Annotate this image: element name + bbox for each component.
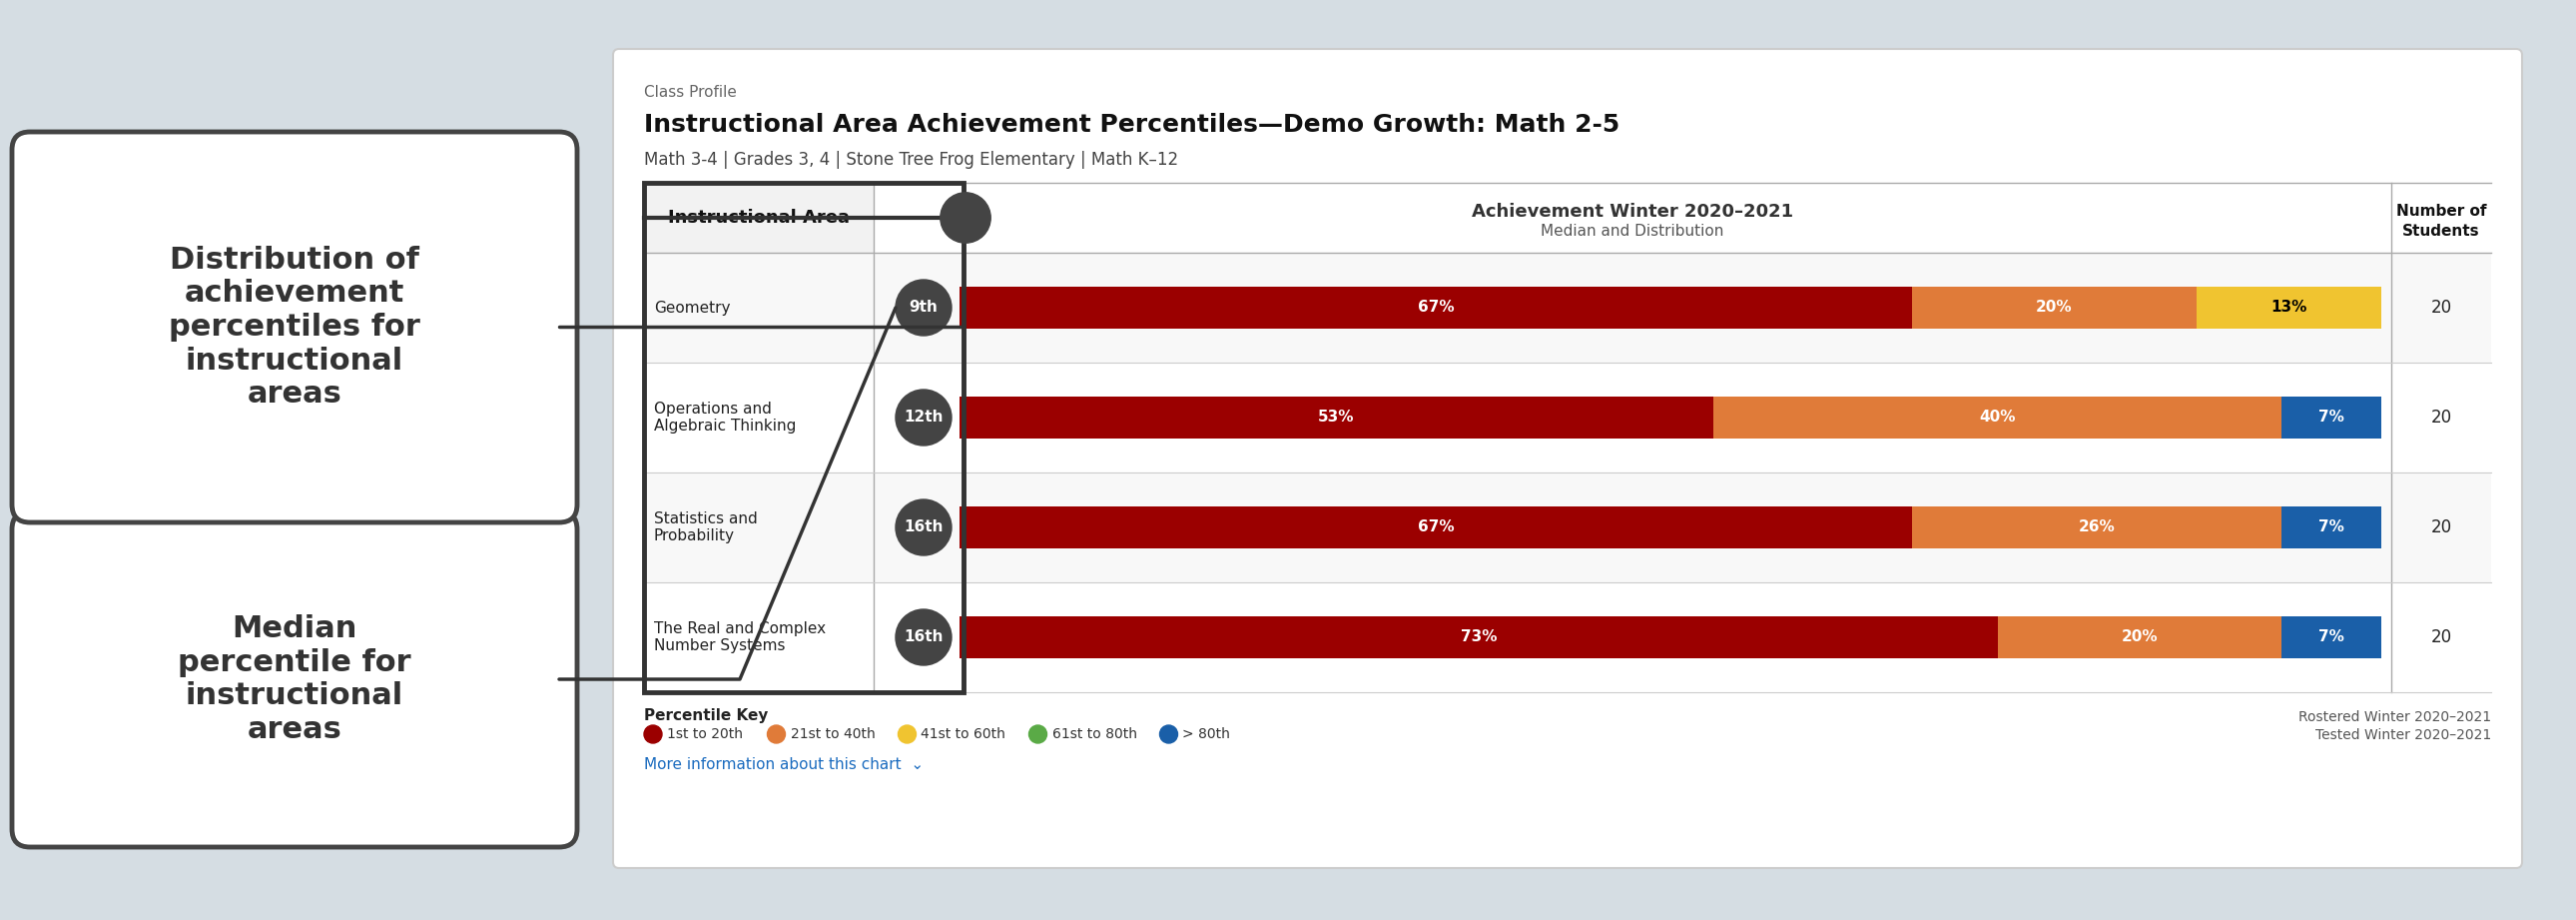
Circle shape xyxy=(899,725,917,743)
Text: Math 3-4 | Grades 3, 4 | Stone Tree Frog Elementary | Math K–12: Math 3-4 | Grades 3, 4 | Stone Tree Frog… xyxy=(644,151,1177,168)
Text: 16th: 16th xyxy=(904,630,943,645)
Circle shape xyxy=(896,609,951,665)
Text: 26%: 26% xyxy=(2079,520,2115,535)
Bar xyxy=(644,183,873,253)
Text: Rostered Winter 2020–2021: Rostered Winter 2020–2021 xyxy=(2298,710,2491,724)
FancyBboxPatch shape xyxy=(13,512,577,847)
Text: 53%: 53% xyxy=(1319,410,1355,425)
Text: 20: 20 xyxy=(2432,408,2452,427)
Text: 7%: 7% xyxy=(2318,410,2344,425)
Text: 20: 20 xyxy=(2432,519,2452,536)
Bar xyxy=(1996,616,2282,659)
Circle shape xyxy=(644,725,662,743)
Bar xyxy=(2282,506,2380,548)
Text: 16th: 16th xyxy=(904,520,943,535)
Text: 73%: 73% xyxy=(1461,630,1497,645)
Text: 7%: 7% xyxy=(2318,630,2344,645)
Circle shape xyxy=(896,389,951,445)
Bar xyxy=(644,183,963,692)
Text: Instructional Area: Instructional Area xyxy=(667,209,850,226)
Text: Tested Winter 2020–2021: Tested Winter 2020–2021 xyxy=(2316,729,2491,742)
Text: Instructional Area Achievement Percentiles—Demo Growth: Math 2-5: Instructional Area Achievement Percentil… xyxy=(644,113,1620,137)
Text: Number of: Number of xyxy=(2396,204,2486,219)
Text: Class Profile: Class Profile xyxy=(644,85,737,100)
Circle shape xyxy=(1159,725,1177,743)
Text: 12th: 12th xyxy=(904,410,943,425)
Text: 20%: 20% xyxy=(2035,300,2074,316)
Text: 41st to 60th: 41st to 60th xyxy=(922,727,1005,742)
Text: 20: 20 xyxy=(2432,628,2452,646)
Text: 9th: 9th xyxy=(909,300,938,316)
Text: 7%: 7% xyxy=(2318,520,2344,535)
Bar xyxy=(644,253,2491,362)
Bar xyxy=(1911,506,2282,548)
Text: Operations and
Algebraic Thinking: Operations and Algebraic Thinking xyxy=(654,401,796,433)
Bar xyxy=(644,473,2491,582)
Text: 61st to 80th: 61st to 80th xyxy=(1051,727,1136,742)
Text: 67%: 67% xyxy=(1417,520,1453,535)
Bar xyxy=(958,616,1996,659)
Bar xyxy=(958,397,1713,439)
Text: Percentile Key: Percentile Key xyxy=(644,708,768,723)
Text: Median and Distribution: Median and Distribution xyxy=(1540,224,1723,239)
Bar xyxy=(644,582,2491,692)
Text: 67%: 67% xyxy=(1417,300,1453,316)
Bar xyxy=(1911,287,2197,328)
Text: Distribution of
achievement
percentiles for
instructional
areas: Distribution of achievement percentiles … xyxy=(170,246,420,408)
FancyBboxPatch shape xyxy=(613,49,2522,868)
Text: 40%: 40% xyxy=(1978,410,2014,425)
Text: > 80th: > 80th xyxy=(1182,727,1231,742)
Text: The Real and Complex
Number Systems: The Real and Complex Number Systems xyxy=(654,621,827,653)
Text: Median
percentile for
instructional
areas: Median percentile for instructional area… xyxy=(178,615,412,744)
Text: Students: Students xyxy=(2403,224,2481,239)
Bar xyxy=(2282,616,2380,659)
Bar xyxy=(958,287,1911,328)
Text: Geometry: Geometry xyxy=(654,300,732,316)
Circle shape xyxy=(1028,725,1046,743)
Circle shape xyxy=(896,280,951,336)
Circle shape xyxy=(940,192,992,243)
Text: 13%: 13% xyxy=(2269,300,2308,316)
Circle shape xyxy=(896,500,951,556)
Bar xyxy=(1713,397,2282,439)
Text: 20: 20 xyxy=(2432,299,2452,316)
Text: More information about this chart  ⌄: More information about this chart ⌄ xyxy=(644,757,925,772)
Text: 21st to 40th: 21st to 40th xyxy=(791,727,876,742)
Bar xyxy=(2197,287,2380,328)
Circle shape xyxy=(768,725,786,743)
Text: 1st to 20th: 1st to 20th xyxy=(667,727,742,742)
Bar xyxy=(958,506,1911,548)
Bar xyxy=(644,362,2491,473)
FancyBboxPatch shape xyxy=(13,132,577,523)
Text: 20%: 20% xyxy=(2120,630,2159,645)
Text: Achievement Winter 2020–2021: Achievement Winter 2020–2021 xyxy=(1471,202,1793,221)
Text: Statistics and
Probability: Statistics and Probability xyxy=(654,512,757,544)
Bar xyxy=(2282,397,2380,439)
